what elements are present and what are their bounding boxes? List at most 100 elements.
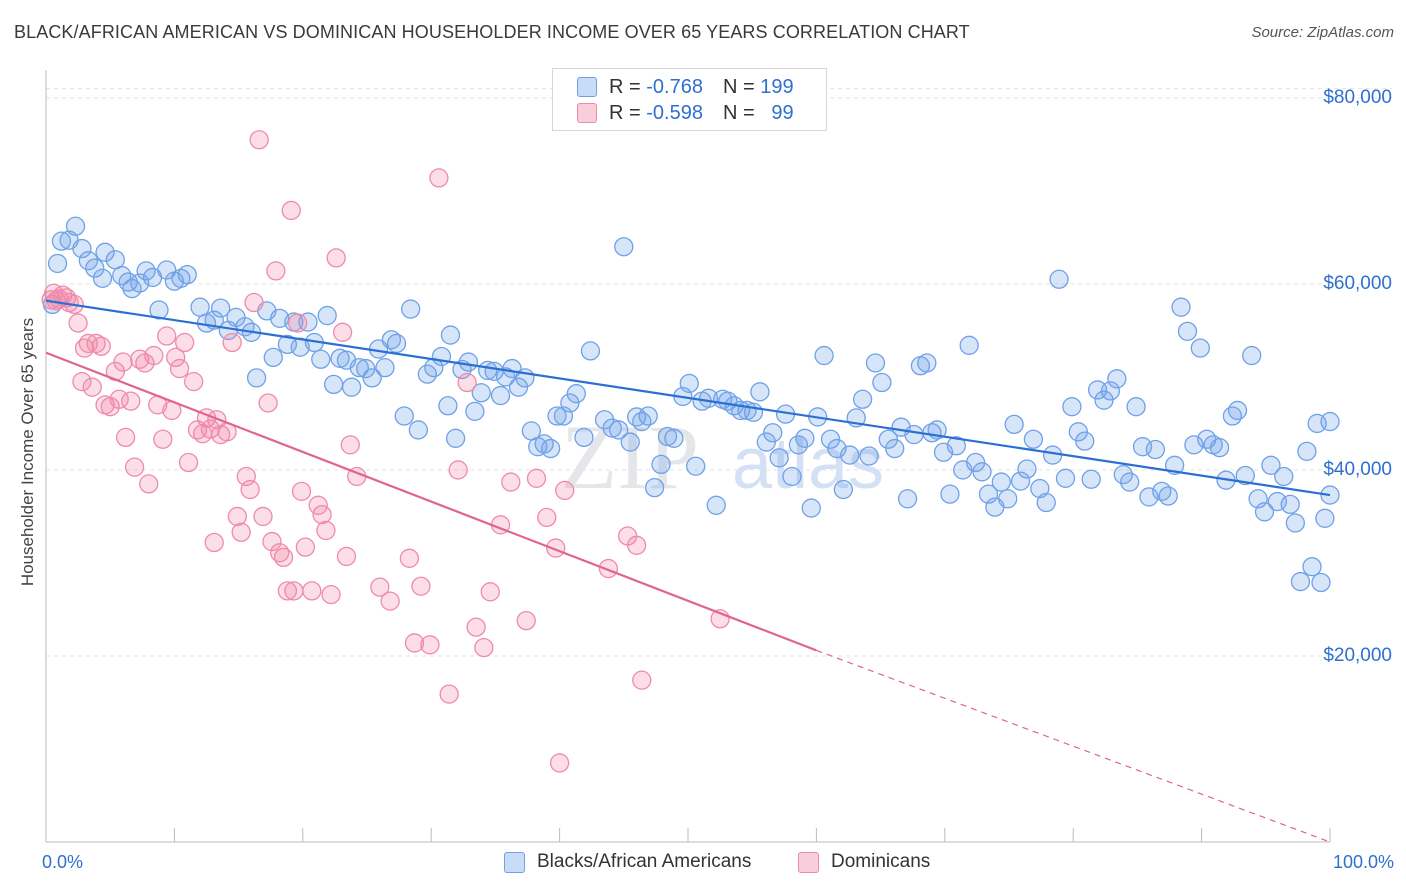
n-value: 199: [760, 75, 794, 98]
data-point: [1023, 429, 1044, 449]
legend-item-blacks[interactable]: Blacks/African Americans: [504, 851, 751, 873]
data-point: [246, 368, 267, 388]
data-point: [965, 452, 986, 473]
data-point: [72, 238, 92, 259]
data-point: [113, 352, 133, 372]
data-point: [651, 454, 671, 475]
data-point: [769, 448, 789, 468]
data-point: [638, 406, 658, 426]
data-point: [820, 429, 841, 449]
data-point: [466, 617, 486, 637]
data-point: [281, 200, 301, 221]
data-point: [316, 520, 336, 541]
data-point: [1068, 422, 1088, 442]
data-point: [998, 489, 1018, 509]
data-point: [121, 391, 141, 411]
x-tick-min: 0.0%: [42, 852, 84, 872]
data-point: [698, 388, 719, 408]
data-point: [177, 264, 197, 285]
data-point: [1242, 345, 1262, 366]
data-point: [537, 507, 557, 528]
data-point: [1222, 406, 1243, 426]
data-point: [1081, 469, 1101, 489]
data-point: [609, 420, 629, 440]
data-point: [620, 432, 640, 452]
data-point: [1126, 397, 1146, 417]
data-point: [1274, 466, 1294, 487]
data-point: [270, 308, 290, 328]
data-point: [175, 332, 195, 353]
data-point: [885, 438, 905, 459]
chart-title: BLACK/AFRICAN AMERICAN VS DOMINICAN HOUS…: [14, 22, 970, 42]
data-point: [266, 261, 286, 281]
grid-lines: [46, 88, 1392, 657]
data-point: [210, 298, 231, 318]
data-point: [782, 466, 802, 487]
legend-swatch-blacks: [504, 851, 525, 873]
data-point: [560, 393, 580, 413]
data-point: [381, 330, 402, 350]
data-point: [1075, 431, 1095, 451]
axes: [45, 70, 1331, 843]
legend-item-dominicans[interactable]: Dominicans: [798, 851, 930, 873]
data-point: [664, 428, 684, 448]
data-point: [1145, 439, 1166, 460]
data-point: [408, 420, 429, 440]
data-point: [1062, 397, 1082, 417]
data-point: [288, 313, 308, 333]
data-point: [340, 435, 360, 455]
data-point: [420, 635, 440, 655]
n-label: N =: [722, 75, 755, 98]
data-point: [404, 633, 425, 653]
data-point: [859, 446, 879, 466]
data-point: [1235, 465, 1255, 486]
data-point: [85, 258, 105, 278]
data-point: [341, 377, 362, 397]
data-point: [940, 484, 960, 504]
y-tick-label: $20,000: [1323, 644, 1392, 666]
data-point: [872, 372, 892, 393]
y-tick-label: $60,000: [1323, 272, 1392, 294]
data-point: [1055, 468, 1076, 488]
data-point: [166, 347, 186, 368]
data-point: [833, 479, 854, 500]
data-point: [273, 547, 294, 568]
data-point: [1010, 471, 1031, 491]
data-point: [130, 349, 150, 369]
data-point: [445, 428, 466, 448]
data-point: [598, 558, 619, 579]
data-point: [1320, 411, 1340, 432]
data-point: [549, 753, 570, 773]
data-point: [686, 456, 706, 476]
data-point: [756, 432, 776, 452]
data-point: [480, 582, 500, 602]
data-point: [580, 341, 601, 361]
data-point: [474, 637, 494, 658]
data-point: [72, 371, 92, 392]
data-point: [92, 268, 113, 288]
data-point: [865, 353, 886, 373]
legend-swatch-dominicans: [798, 851, 819, 873]
data-point: [401, 299, 421, 319]
data-point: [706, 495, 726, 515]
data-point: [429, 168, 449, 188]
data-point: [277, 581, 298, 601]
data-point: [431, 346, 452, 367]
stats-row-blacks: R = -0.768 N = 199: [577, 74, 794, 100]
data-point: [356, 358, 376, 379]
series-dominicans-points: [41, 130, 730, 773]
data-point: [149, 300, 169, 320]
data-point: [614, 237, 634, 257]
data-point: [972, 462, 992, 482]
data-point: [632, 670, 652, 690]
n-label: N =: [722, 101, 755, 124]
watermark: ZIP atlas: [561, 406, 884, 508]
data-point: [263, 347, 283, 368]
data-point: [1036, 492, 1056, 513]
data-point: [1158, 486, 1178, 506]
series-legend: Blacks/African Americans Dominicans: [0, 851, 1406, 879]
data-point: [526, 468, 547, 488]
data-point: [626, 535, 647, 555]
data-point: [566, 384, 586, 404]
data-point: [178, 452, 199, 473]
